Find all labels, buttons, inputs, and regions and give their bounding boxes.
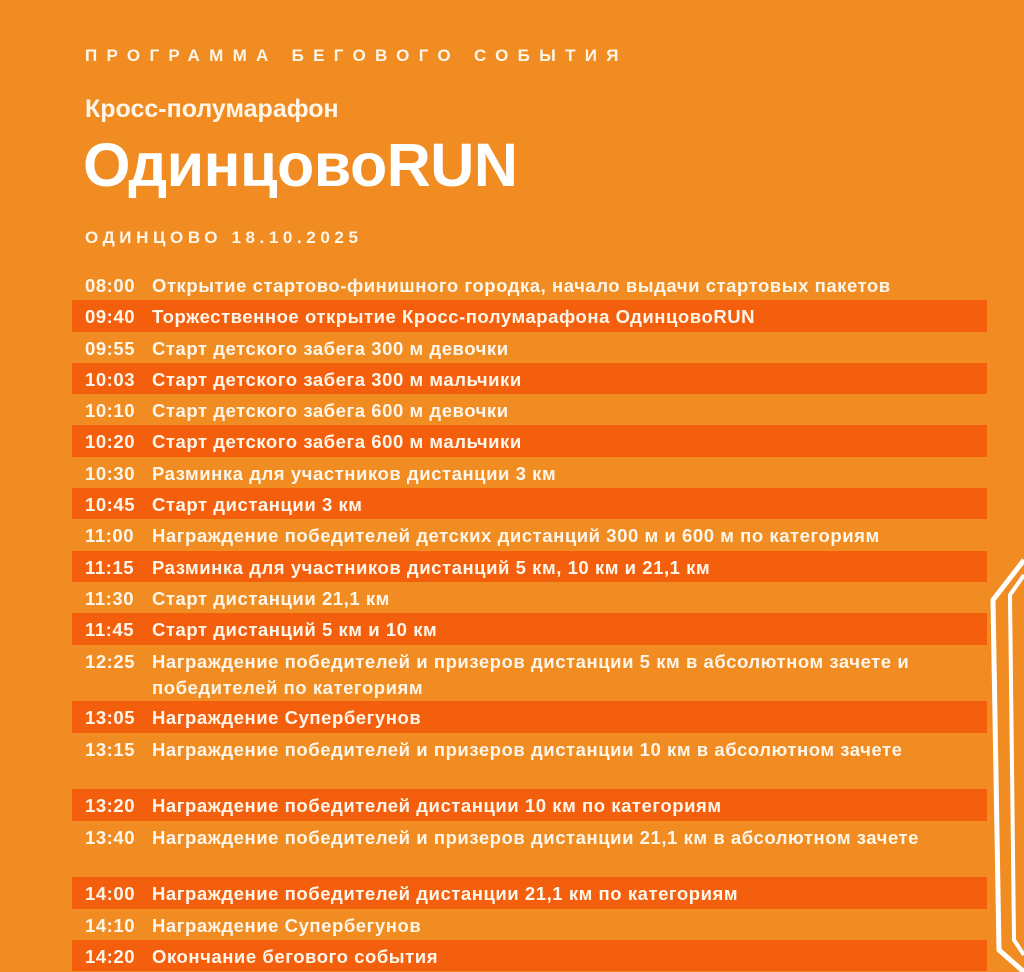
schedule-description: Награждение победителей и призеров диста… [152,826,919,848]
schedule-row: 10:10 Старт детского забега 600 м девочки [72,394,987,425]
schedule-description: Награждение победителей детских дистанци… [152,525,880,547]
schedule-row: 13:20 Награждение победителей дистанции 1… [72,789,987,821]
schedule-row: 13:15 Награждение победителей и призеров … [72,733,987,790]
schedule-row: 10:30 Разминка для участников дистанции 3… [72,457,987,488]
schedule-description: Торжественное открытие Кросс-полумарафон… [152,306,756,328]
schedule-description: Награждение победителей и призеров диста… [152,650,910,698]
event-title: ОдинцовоRUN [83,131,518,199]
schedule-description: Старт детского забега 300 м девочки [152,337,509,359]
schedule-row: 09:55 Старт детского забега 300 м девочки [72,332,987,363]
schedule-description: Старт дистанций 5 км и 10 км [152,619,438,641]
schedule-description: Старт детского забега 600 м девочки [152,400,509,422]
schedule-list: 08:00 Открытие стартово-финишного городка… [72,269,987,972]
schedule-time: 11:30 [85,587,135,609]
schedule-row: 13:40 Награждение победителей и призеров … [72,821,987,878]
schedule-time: 09:55 [85,337,136,359]
schedule-description: Награждение победителей дистанции 21,1 к… [152,883,739,905]
schedule-row: 14:00 Награждение победителей дистанции 2… [72,877,987,909]
schedule-description: Награждение победителей и призеров диста… [152,738,903,760]
schedule-description: Разминка для участников дистанций 5 км, … [152,556,711,578]
schedule-description: Награждение Супербегунов [152,914,422,936]
schedule-row: 08:00 Открытие стартово-финишного городка… [72,269,987,300]
schedule-row: 14:20 Окончание бегового события [72,939,987,972]
schedule-time: 12:25 [85,650,136,672]
schedule-row: 10:45 Старт дистанции 3 км [72,488,987,520]
schedule-time: 11:00 [85,525,135,547]
schedule-description: Окончание бегового события [152,945,439,967]
schedule-time: 10:10 [85,400,136,422]
schedule-time: 11:15 [85,556,135,578]
schedule-row: 11:30 Старт дистанции 21,1 км [72,582,987,613]
schedule-description: Награждение победителей дистанции 10 км … [152,795,722,817]
schedule-row: 12:25 Награждение победителей и призеров … [72,645,987,702]
schedule-time: 13:05 [85,707,136,729]
schedule-time: 11:45 [85,619,135,641]
schedule-row: 11:45 Старт дистанций 5 км и 10 км [72,613,987,645]
schedule-row: 13:05 Награждение Супербегунов [72,701,987,733]
schedule-row: 11:00 Награждение победителей детских дис… [72,519,987,550]
schedule-row: 10:20 Старт детского забега 600 м мальчик… [72,425,987,457]
schedule-row: 11:15 Разминка для участников дистанций 5… [72,550,987,582]
schedule-time: 13:20 [85,795,136,817]
schedule-row: 14:10 Награждение Супербегунов [72,909,987,940]
schedule-description: Открытие стартово-финишного городка, нач… [152,275,891,296]
schedule-description: Старт дистанции 21,1 км [152,587,390,609]
schedule-time: 13:40 [85,826,136,848]
schedule-description: Старт детского забега 300 м мальчики [152,368,522,390]
schedule-time: 10:03 [85,368,136,390]
schedule-time: 14:20 [85,945,136,967]
schedule-description: Старт дистанции 3 км [152,494,363,516]
schedule-time: 14:10 [85,914,136,936]
schedule-time: 13:15 [85,738,136,760]
event-subtitle: Кросс-полумарафон [85,95,339,123]
schedule-time: 08:00 [85,275,136,296]
place-date: ОДИНЦОВО 18.10.2025 [85,228,363,247]
schedule-time: 09:40 [85,306,136,328]
schedule-description: Старт детского забега 600 м мальчики [152,431,522,453]
schedule-description: Разминка для участников дистанции 3 км [152,462,557,484]
schedule-row: 10:03 Старт детского забега 300 м мальчик… [72,362,987,395]
schedule-time: 10:20 [85,431,136,453]
schedule-time: 10:30 [85,462,136,484]
schedule-time: 14:00 [85,883,136,905]
schedule-time: 10:45 [85,494,136,516]
schedule-description: Награждение Супербегунов [152,707,422,729]
schedule-row: 09:40 Торжественное открытие Кросс-полума… [72,300,987,332]
program-kicker: ПРОГРАММА БЕГОВОГО СОБЫТИЯ [85,46,628,65]
